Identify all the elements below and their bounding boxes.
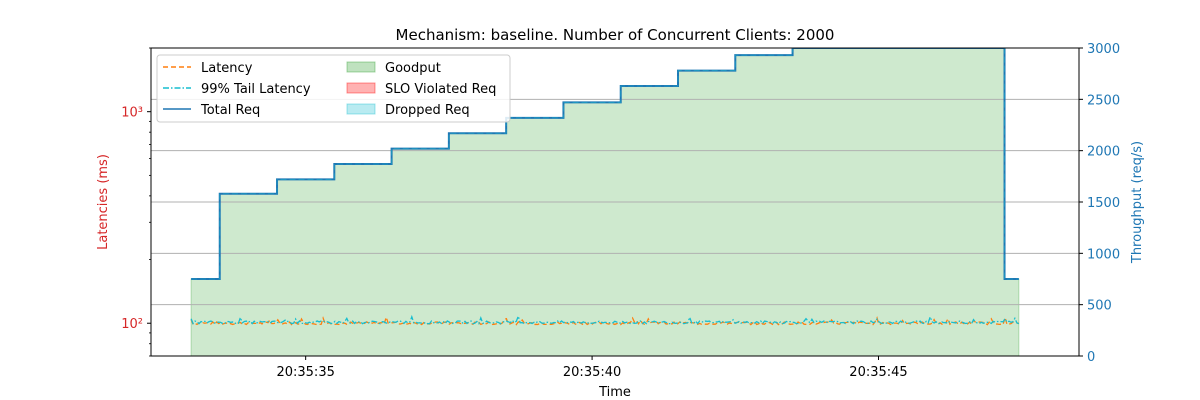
- tail-latency-line: [190, 314, 1020, 325]
- left-tick-label: 10²: [121, 317, 143, 332]
- legend-label: Latency: [201, 61, 253, 76]
- legend-swatch: [346, 82, 376, 94]
- right-tick-label: 500: [1087, 299, 1112, 314]
- x-tick-label: 20:35:35: [276, 365, 334, 380]
- right-tick-label: 1000: [1087, 247, 1120, 262]
- legend-label: SLO Violated Req: [385, 82, 496, 97]
- x-axis-label: Time: [598, 385, 631, 400]
- right-tick-label: 3000: [1087, 42, 1120, 57]
- right-tick-label: 1500: [1087, 196, 1120, 211]
- right-tick-label: 2500: [1087, 93, 1120, 108]
- legend-swatch: [346, 103, 376, 115]
- left-axis-label: Latencies (ms): [96, 154, 111, 250]
- legend-label: Goodput: [385, 61, 441, 76]
- legend-item: 99% Tail Latency: [163, 82, 311, 97]
- x-tick-label: 20:35:40: [563, 365, 621, 380]
- left-tick-label: 10³: [121, 106, 143, 121]
- legend-box: [156, 54, 511, 123]
- legend-label: 99% Tail Latency: [201, 82, 311, 97]
- right-axis-label: Throughput (req/s): [1130, 141, 1145, 264]
- legend-label: Dropped Req: [385, 103, 470, 118]
- total-req-overlay: [191, 48, 1019, 280]
- legend-label: Total Req: [200, 103, 260, 118]
- right-tick-label: 2000: [1087, 145, 1120, 160]
- legend: Latency 99% Tail Latency Total Req Goodput S…: [156, 54, 511, 123]
- right-tick-label: 0: [1087, 350, 1095, 365]
- legend-item: Dropped Req: [346, 103, 470, 118]
- legend-item: Total Req: [163, 103, 260, 118]
- x-tick-label: 20:35:45: [849, 365, 907, 380]
- legend-swatch: [346, 61, 376, 73]
- legend-item: SLO Violated Req: [346, 82, 496, 97]
- chart-title: Mechanism: baseline. Number of Concurren…: [396, 26, 835, 44]
- legend-item: Latency: [163, 61, 253, 76]
- legend-item: Goodput: [346, 61, 441, 76]
